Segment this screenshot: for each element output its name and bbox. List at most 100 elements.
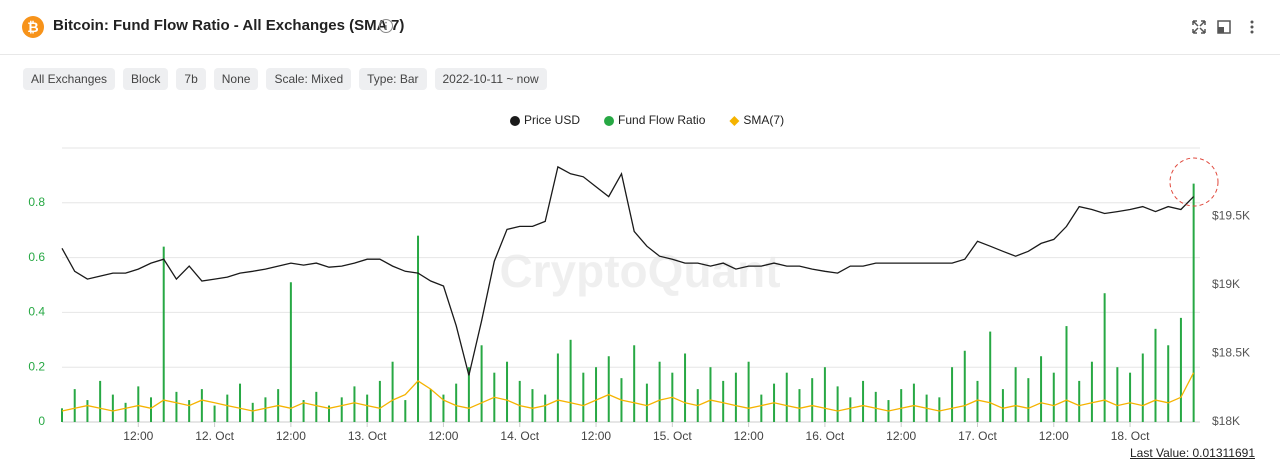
y-tick-label: 0: [38, 414, 45, 428]
bar: [353, 386, 356, 422]
y2-tick-label: $18.5K: [1212, 346, 1250, 360]
bar: [607, 356, 610, 422]
legend-label: Price USD: [524, 113, 580, 127]
bar: [544, 394, 547, 422]
filter-chip[interactable]: 7b: [176, 68, 206, 90]
bar: [989, 331, 992, 422]
y-tick-label: 0.8: [28, 195, 45, 209]
bar: [378, 380, 381, 422]
bar: [289, 282, 292, 422]
x-tick-label: 12:00: [581, 429, 611, 440]
toolbar-icons[interactable]: [1190, 18, 1262, 36]
bar: [1040, 356, 1043, 422]
x-tick-label: 18. Oct: [1111, 429, 1150, 440]
bar: [1192, 183, 1195, 422]
bar: [633, 345, 636, 422]
x-tick-label: 12:00: [734, 429, 764, 440]
y2-tick-label: $19.5K: [1212, 209, 1250, 223]
bar: [111, 394, 114, 422]
bar: [963, 350, 966, 422]
bar: [1141, 353, 1144, 422]
bar: [404, 400, 407, 422]
highlight-circle: [1169, 157, 1219, 207]
bar: [200, 389, 203, 422]
bar: [61, 408, 63, 422]
bar: [823, 367, 826, 422]
legend-item[interactable]: Fund Flow Ratio: [604, 113, 706, 127]
bar: [302, 400, 305, 422]
filter-chip[interactable]: None: [213, 68, 259, 90]
bar: [912, 383, 915, 422]
info-icon[interactable]: [378, 18, 394, 34]
bar: [722, 380, 725, 422]
bar: [467, 367, 470, 422]
line: [61, 372, 1195, 412]
bar: [315, 391, 318, 422]
bar: [1103, 293, 1106, 422]
bar: [226, 394, 229, 422]
line: [61, 165, 1195, 376]
bar: [556, 353, 559, 422]
bar: [862, 380, 865, 422]
y-tick-label: 0.4: [28, 305, 45, 319]
x-tick-label: 17. Oct: [958, 429, 997, 440]
bar: [175, 391, 178, 422]
last-value: Last Value: 0.01311691: [1130, 446, 1255, 460]
bar: [569, 339, 572, 422]
x-tick-label: 12:00: [123, 429, 153, 440]
header: ₿ Bitcoin: Fund Flow Ratio - All Exchang…: [0, 0, 1280, 55]
legend-item[interactable]: Price USD: [510, 113, 580, 127]
bar: [1065, 326, 1068, 422]
bar: [1167, 345, 1170, 422]
bar: [1052, 372, 1055, 422]
x-tick-label: 14. Oct: [500, 429, 539, 440]
bar: [366, 394, 369, 422]
bar: [1001, 389, 1004, 422]
filter-chip[interactable]: All Exchanges: [23, 68, 116, 90]
x-tick-label: 12. Oct: [195, 429, 234, 440]
bar: [684, 353, 687, 422]
bar: [658, 361, 661, 422]
title: Bitcoin: Fund Flow Ratio - All Exchanges…: [53, 17, 405, 34]
legend-marker: [729, 116, 740, 126]
chart: CryptoQuant 0 0.2 0.4 0.6 0.8 $18K $18.5K $19K $1…: [28, 113, 1250, 440]
x-tick-label: 15. Oct: [653, 429, 692, 440]
bar: [417, 235, 420, 422]
legend-label: SMA(7): [743, 113, 784, 127]
filter-bar: All Exchanges Block 7b None Scale: Mixed Type…: [23, 68, 547, 90]
bar: [239, 383, 242, 422]
watermark: CryptoQuant: [499, 245, 780, 297]
filter-chip[interactable]: Scale: Mixed: [266, 68, 352, 90]
bar: [1179, 317, 1182, 422]
bar: [480, 345, 483, 422]
bar: [99, 380, 102, 422]
bar: [340, 397, 343, 422]
bar: [938, 397, 941, 422]
bar: [645, 383, 648, 422]
bar: [595, 367, 598, 422]
x-tick-label: 12:00: [276, 429, 306, 440]
bar: [976, 380, 979, 422]
legend-item[interactable]: SMA(7): [729, 113, 784, 127]
bar: [531, 389, 534, 422]
bar: [429, 389, 432, 422]
bar: [798, 389, 801, 422]
filter-chip[interactable]: 2022-10-11 ~ now: [434, 68, 547, 90]
bar: [760, 394, 763, 422]
bar: [785, 372, 788, 422]
filter-chip[interactable]: Type: Bar: [359, 68, 427, 90]
bar: [455, 383, 458, 422]
bar: [811, 378, 814, 422]
filter-chip[interactable]: Block: [123, 68, 169, 90]
bar: [582, 372, 585, 422]
x-tick-label: 13. Oct: [348, 429, 387, 440]
bar: [124, 402, 127, 422]
bar: [328, 405, 331, 422]
x-tick-label: 12:00: [1039, 429, 1069, 440]
bar: [951, 367, 954, 422]
bitcoin-icon: ₿: [22, 16, 44, 38]
bar: [213, 405, 216, 422]
legend-marker: [510, 116, 520, 126]
y2-tick-label: $19K: [1212, 277, 1240, 291]
